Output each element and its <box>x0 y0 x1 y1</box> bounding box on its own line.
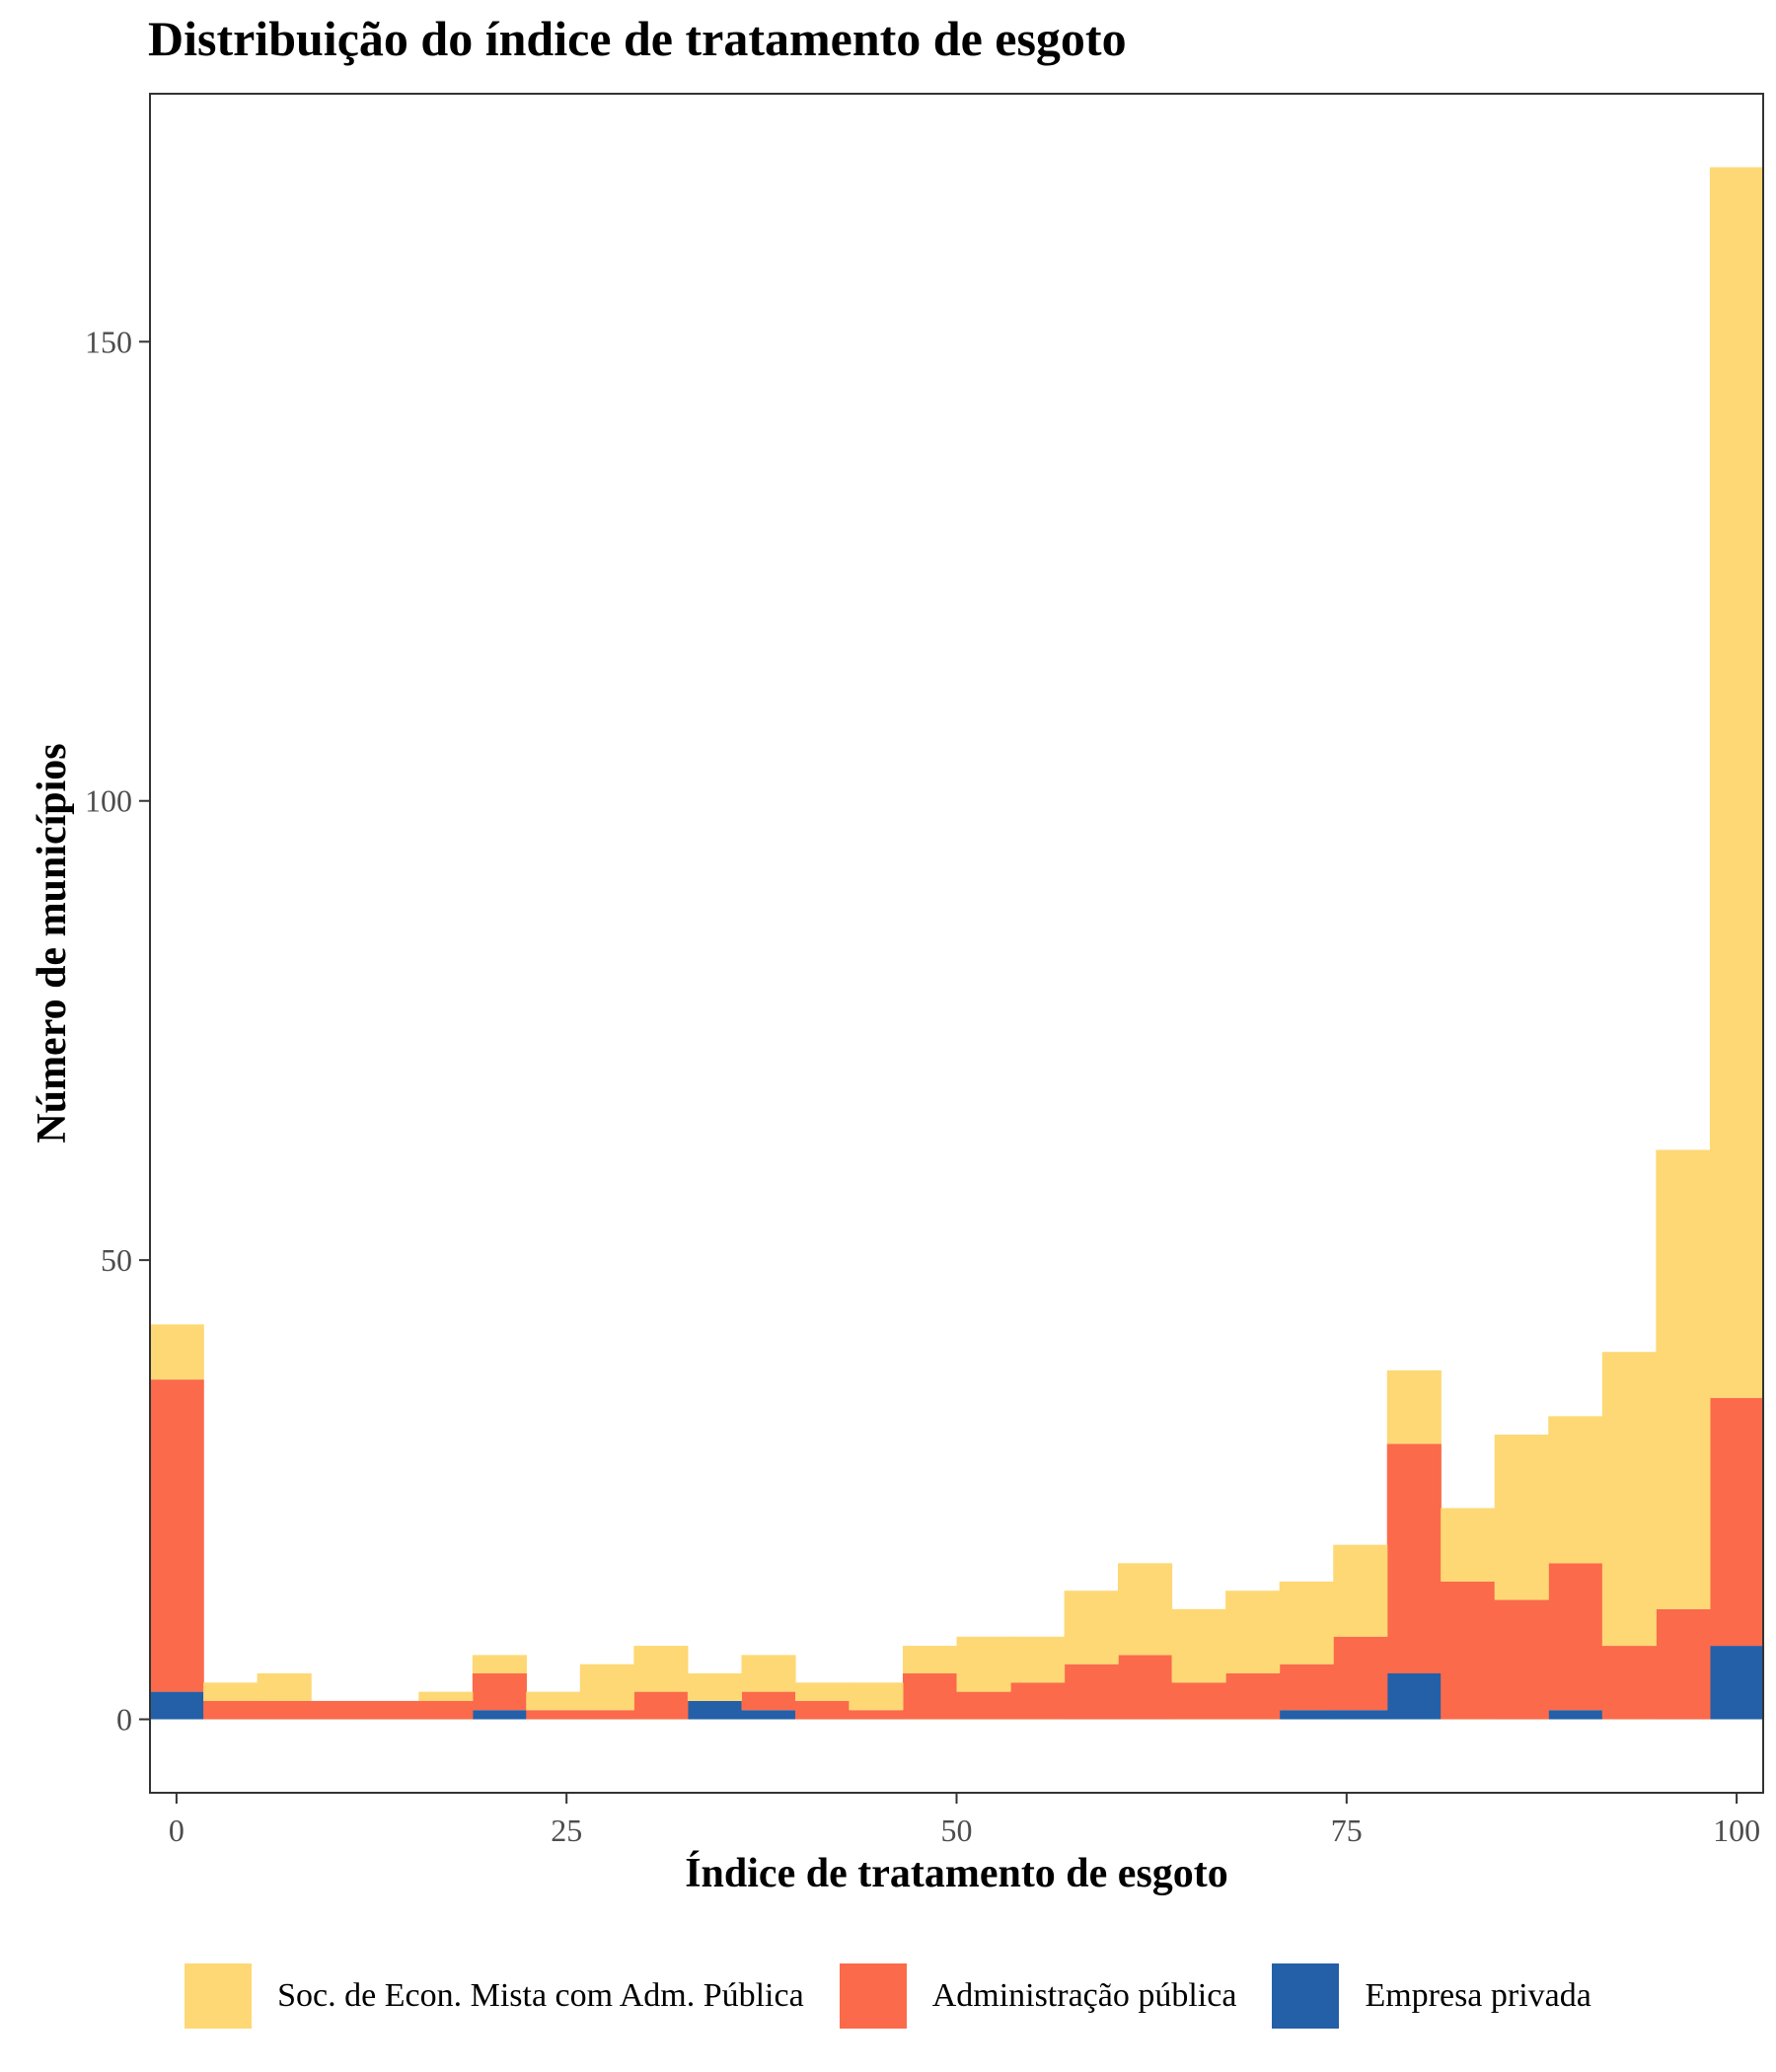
bar-empresa-privada-29 <box>1709 1646 1765 1720</box>
bar-soc-de-econ-mista-com-adm-publica-6 <box>472 1655 527 1673</box>
x-tick-label-1: 25 <box>551 1813 582 1848</box>
bar-soc-de-econ-mista-com-adm-publica-27 <box>1601 1352 1657 1647</box>
x-tick-label-0: 0 <box>169 1813 185 1848</box>
bar-administracao-publica-9 <box>633 1691 689 1720</box>
bar-administracao-publica-21 <box>1279 1664 1334 1711</box>
bar-administracao-publica-22 <box>1333 1636 1388 1711</box>
bar-soc-de-econ-mista-com-adm-publica-18 <box>1118 1563 1173 1656</box>
bar-administracao-publica-15 <box>956 1691 1011 1720</box>
x-axis: 0 25 50 75 100 <box>169 1793 1760 1848</box>
x-tick-label-4: 100 <box>1713 1813 1760 1848</box>
bar-administracao-publica-4 <box>364 1700 419 1720</box>
bar-administracao-publica-8 <box>579 1710 634 1720</box>
legend-key-administracao-publica <box>839 1963 907 2029</box>
bar-soc-de-econ-mista-com-adm-publica-2 <box>257 1672 312 1701</box>
bar-administracao-publica-0 <box>149 1379 204 1692</box>
bar-soc-de-econ-mista-com-adm-publica-13 <box>849 1682 904 1711</box>
bar-administracao-publica-14 <box>902 1672 958 1720</box>
bar-administracao-publica-1 <box>203 1700 259 1720</box>
bar-administracao-publica-2 <box>257 1700 312 1720</box>
bar-soc-de-econ-mista-com-adm-publica-12 <box>795 1682 851 1701</box>
x-tick-label-3: 75 <box>1331 1813 1363 1848</box>
legend-key-empresa-privada <box>1272 1963 1340 2029</box>
bar-administracao-publica-28 <box>1656 1608 1711 1720</box>
bar-administracao-publica-5 <box>418 1700 474 1720</box>
bar-empresa-privada-23 <box>1386 1672 1442 1720</box>
bar-soc-de-econ-mista-com-adm-publica-29 <box>1709 167 1765 1398</box>
bar-soc-de-econ-mista-com-adm-publica-28 <box>1656 1149 1711 1609</box>
legend-label-empresa-privada: Empresa privada <box>1365 1977 1591 2014</box>
bar-soc-de-econ-mista-com-adm-publica-19 <box>1171 1608 1226 1683</box>
bar-administracao-publica-25 <box>1494 1599 1549 1720</box>
bar-administracao-publica-26 <box>1548 1563 1603 1711</box>
legend-label-soc-econ-mista: Soc. de Econ. Mista com Adm. Pública <box>277 1977 804 2014</box>
bar-soc-de-econ-mista-com-adm-publica-14 <box>902 1646 958 1673</box>
bar-administracao-publica-18 <box>1118 1655 1173 1720</box>
bar-empresa-privada-22 <box>1333 1710 1388 1720</box>
bar-empresa-privada-21 <box>1279 1710 1334 1720</box>
bar-soc-de-econ-mista-com-adm-publica-10 <box>687 1672 743 1701</box>
bar-administracao-publica-16 <box>1010 1682 1066 1720</box>
legend-key-soc-econ-mista <box>185 1963 253 2029</box>
bar-administracao-publica-20 <box>1225 1672 1281 1720</box>
bar-soc-de-econ-mista-com-adm-publica-26 <box>1548 1416 1603 1564</box>
bar-soc-de-econ-mista-com-adm-publica-17 <box>1064 1591 1119 1665</box>
x-tick-label-2: 50 <box>941 1813 973 1848</box>
bar-soc-de-econ-mista-com-adm-publica-5 <box>418 1691 474 1701</box>
x-axis-title: Índice de tratamento de esgoto <box>685 1850 1228 1896</box>
bar-soc-de-econ-mista-com-adm-publica-23 <box>1386 1369 1442 1444</box>
y-axis-title: Número de municípios <box>30 743 75 1143</box>
bar-soc-de-econ-mista-com-adm-publica-15 <box>956 1636 1011 1692</box>
bar-empresa-privada-6 <box>472 1710 527 1720</box>
bar-soc-de-econ-mista-com-adm-publica-9 <box>633 1646 689 1692</box>
chart-title: Distribuição do índice de tratamento de … <box>148 11 1127 66</box>
bar-administracao-publica-29 <box>1709 1397 1765 1647</box>
bar-soc-de-econ-mista-com-adm-publica-20 <box>1225 1591 1281 1673</box>
bar-soc-de-econ-mista-com-adm-publica-24 <box>1441 1508 1496 1582</box>
bar-empresa-privada-10 <box>687 1700 743 1720</box>
legend-item-administracao-publica: Administração pública <box>839 1963 1237 2029</box>
bar-empresa-privada-0 <box>149 1691 204 1720</box>
legend-label-administracao-publica: Administração pública <box>931 1977 1237 2014</box>
bar-empresa-privada-11 <box>741 1710 796 1720</box>
bar-administracao-publica-23 <box>1386 1443 1442 1673</box>
bar-soc-de-econ-mista-com-adm-publica-22 <box>1333 1544 1388 1637</box>
bar-administracao-publica-17 <box>1064 1664 1119 1720</box>
bar-soc-de-econ-mista-com-adm-publica-16 <box>1010 1636 1066 1683</box>
legend-item-soc-econ-mista: Soc. de Econ. Mista com Adm. Pública <box>185 1963 804 2029</box>
legend-item-empresa-privada: Empresa privada <box>1272 1963 1591 2029</box>
y-tick-label-2: 100 <box>85 783 132 819</box>
bar-soc-de-econ-mista-com-adm-publica-0 <box>149 1324 204 1380</box>
bars-layer <box>149 167 1765 1720</box>
bar-administracao-publica-7 <box>526 1710 581 1720</box>
bar-soc-de-econ-mista-com-adm-publica-1 <box>203 1682 259 1701</box>
bar-administracao-publica-11 <box>741 1691 796 1711</box>
bar-administracao-publica-12 <box>795 1700 851 1720</box>
bar-soc-de-econ-mista-com-adm-publica-7 <box>526 1691 581 1711</box>
bar-soc-de-econ-mista-com-adm-publica-25 <box>1494 1434 1549 1600</box>
bar-administracao-publica-3 <box>311 1700 366 1720</box>
bar-administracao-publica-24 <box>1441 1581 1496 1720</box>
bar-soc-de-econ-mista-com-adm-publica-21 <box>1279 1581 1334 1665</box>
bar-soc-de-econ-mista-com-adm-publica-11 <box>741 1655 796 1692</box>
y-tick-label-3: 150 <box>85 324 132 359</box>
bar-administracao-publica-13 <box>849 1710 904 1720</box>
y-tick-label-0: 0 <box>116 1702 132 1738</box>
histogram-chart: 0 50 100 150 0 25 50 75 100 Índice de tratament… <box>30 93 1765 1896</box>
bar-administracao-publica-27 <box>1601 1646 1657 1720</box>
bar-soc-de-econ-mista-com-adm-publica-8 <box>579 1664 634 1711</box>
bar-administracao-publica-19 <box>1171 1682 1226 1720</box>
y-axis: 0 50 100 150 <box>85 324 150 1738</box>
legend: Soc. de Econ. Mista com Adm. Pública Adm… <box>0 1963 1776 2029</box>
y-tick-label-1: 50 <box>101 1242 132 1278</box>
bar-empresa-privada-26 <box>1548 1710 1603 1720</box>
bar-administracao-publica-6 <box>472 1672 527 1711</box>
